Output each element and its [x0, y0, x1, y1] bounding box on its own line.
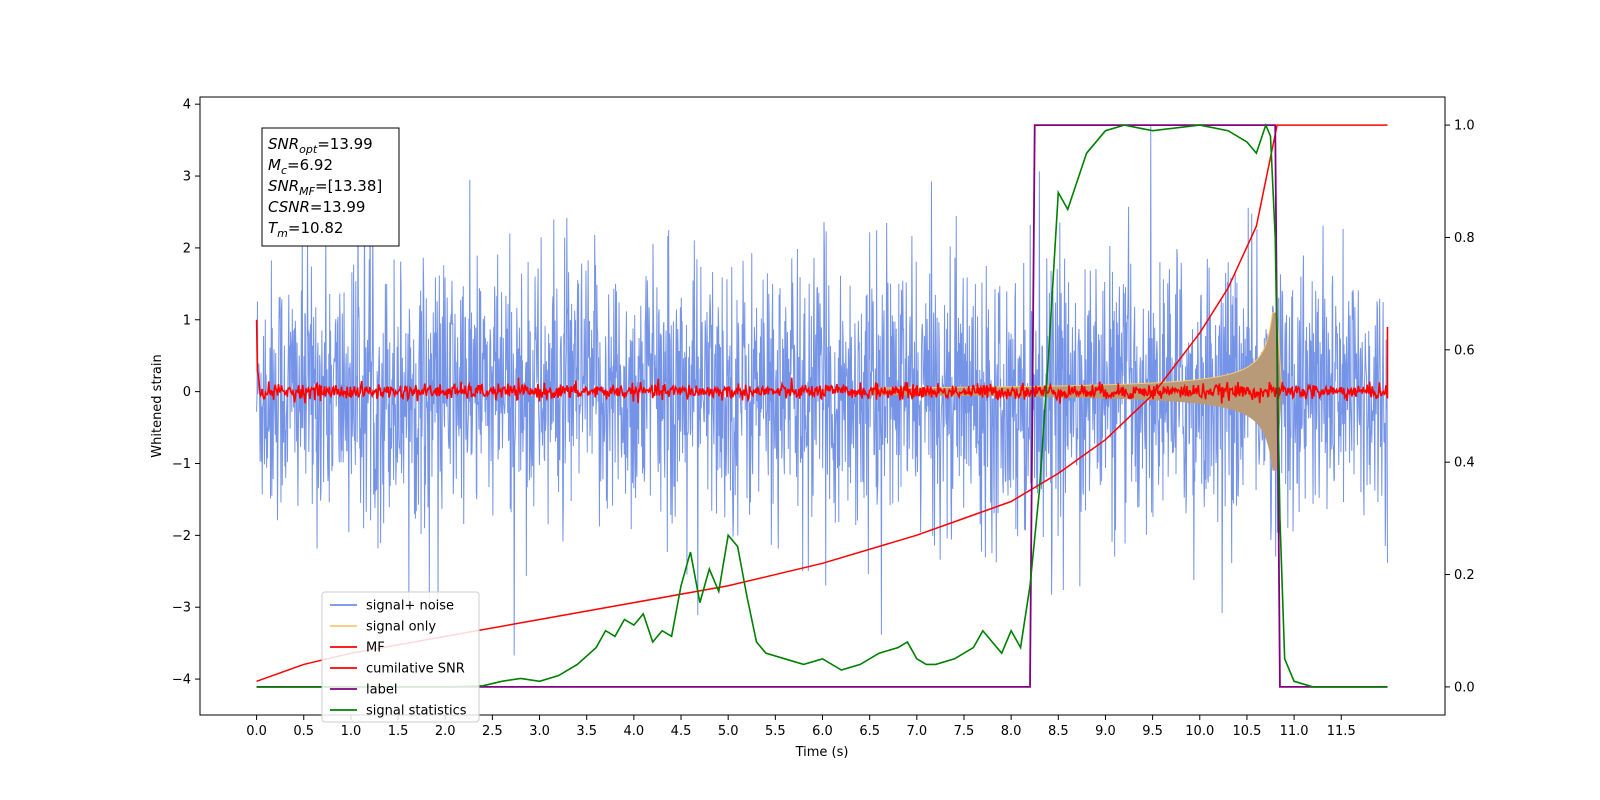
- x-tick-label: 7.5: [954, 724, 975, 739]
- legend-label: signal statistics: [366, 704, 467, 719]
- right-y-tick-label: 0.4: [1454, 456, 1475, 471]
- x-tick-label: 3.0: [529, 724, 550, 739]
- info-tm-label: T: [268, 219, 279, 237]
- x-tick-label: 6.0: [812, 724, 833, 739]
- info-mc-value: =6.92: [287, 156, 333, 174]
- right-y-tick-label: 0.2: [1454, 568, 1475, 583]
- info-snr-mf-label: SNR: [268, 177, 299, 195]
- series-signal-statistics-line: [256, 122, 1388, 688]
- info-csnr-value: =13.99: [310, 198, 366, 216]
- x-tick-label: 11.5: [1327, 724, 1356, 739]
- left-y-axis-label: Whitened strain: [150, 354, 165, 457]
- legend-items: signal+ noise signal only MF cumilative SNR…: [330, 599, 467, 719]
- left-y-tick-label: 1: [183, 313, 191, 328]
- right-y-axis-ticks: 1.0 0.8 0.6 0.4 0.2 0.0: [1445, 119, 1475, 695]
- info-snr-mf-value: =[13.38]: [315, 177, 382, 195]
- left-y-tick-label: −2: [172, 529, 191, 544]
- left-y-tick-label: −1: [172, 457, 191, 472]
- x-tick-label: 4.5: [671, 724, 692, 739]
- legend-frame: [321, 591, 480, 723]
- x-axis-ticks: 0.0 0.5 1.0 1.5 2.0 2.5 3.0 3.5 4.0 4.5 5.0 5.5 6.0 6…: [246, 715, 1356, 739]
- left-y-tick-label: 0: [183, 385, 191, 400]
- left-y-tick-label: 4: [183, 98, 191, 113]
- info-snr-opt-value: =13.99: [317, 135, 373, 153]
- x-tick-label: 3.5: [576, 724, 597, 739]
- info-csnr: CSNR=13.99: [268, 198, 365, 216]
- legend-label: cumilative SNR: [366, 662, 465, 677]
- x-tick-label: 1.5: [388, 724, 409, 739]
- legend-label: signal+ noise: [366, 599, 454, 614]
- x-tick-label: 2.0: [435, 724, 456, 739]
- legend: signal+ noise signal only MF cumilative SNR…: [321, 591, 480, 723]
- info-snr-opt-label: SNR: [268, 135, 299, 153]
- legend-label: MF: [366, 641, 385, 656]
- x-tick-label: 10.5: [1232, 724, 1261, 739]
- x-tick-label: 2.5: [482, 724, 503, 739]
- right-y-tick-label: 0.8: [1454, 231, 1475, 246]
- x-tick-label: 9.0: [1095, 724, 1116, 739]
- x-tick-label: 1.0: [341, 724, 362, 739]
- x-tick-label: 11.0: [1280, 724, 1309, 739]
- x-tick-label: 5.5: [765, 724, 786, 739]
- x-tick-label: 10.0: [1185, 724, 1214, 739]
- left-y-axis-ticks: 4 3 2 1 0 −1 −2 −3 −4: [172, 98, 200, 688]
- x-tick-label: 0.0: [246, 724, 267, 739]
- x-tick-label: 8.5: [1048, 724, 1069, 739]
- x-tick-label: 0.5: [293, 724, 314, 739]
- info-mc-sub: c: [281, 164, 287, 177]
- left-y-tick-label: 2: [183, 241, 191, 256]
- info-mc: Mc=6.92: [268, 156, 333, 177]
- info-snr-mf-sub: MF: [299, 185, 315, 198]
- left-y-tick-label: 3: [183, 170, 191, 185]
- info-tm-sub: m: [277, 227, 288, 240]
- x-tick-label: 8.0: [1001, 724, 1022, 739]
- info-csnr-label: CSNR: [268, 198, 310, 216]
- info-box: SNRopt=13.99 Mc=6.92 SNRMF=[13.38] CSNR=…: [261, 127, 400, 247]
- info-box-frame: [261, 127, 400, 247]
- left-y-tick-label: −4: [172, 673, 191, 688]
- right-y-tick-label: 0.0: [1454, 680, 1475, 695]
- info-tm: Tm=10.82: [268, 219, 343, 240]
- legend-label: signal only: [366, 620, 436, 635]
- right-y-tick-label: 0.6: [1454, 343, 1475, 358]
- x-tick-label: 7.0: [906, 724, 927, 739]
- info-snr-mf: SNRMF=[13.38]: [268, 177, 382, 198]
- x-tick-label: 6.5: [859, 724, 880, 739]
- x-tick-label: 9.5: [1142, 724, 1163, 739]
- x-axis-label: Time (s): [795, 745, 849, 760]
- info-tm-value: =10.82: [288, 219, 344, 237]
- legend-label: label: [366, 683, 397, 698]
- info-snr-opt-sub: opt: [299, 143, 318, 156]
- left-y-tick-label: −3: [172, 601, 191, 616]
- x-tick-label: 5.0: [718, 724, 739, 739]
- series-label-line: [256, 124, 1388, 688]
- series-mf-line: [255, 319, 1389, 404]
- right-y-tick-label: 1.0: [1454, 119, 1475, 134]
- info-mc-label: M: [268, 156, 281, 174]
- x-tick-label: 4.0: [624, 724, 645, 739]
- info-snr-opt: SNRopt=13.99: [268, 135, 373, 156]
